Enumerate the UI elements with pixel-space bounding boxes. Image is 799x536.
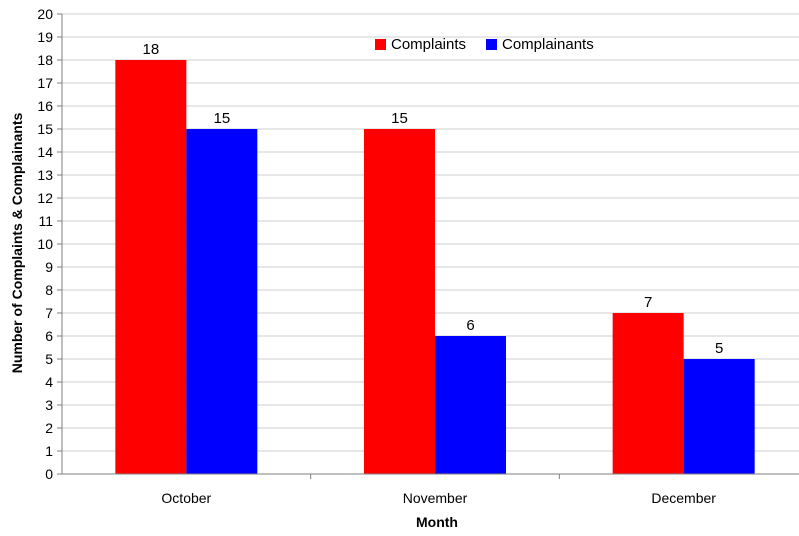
y-tick-label: 11 <box>38 213 53 229</box>
data-label: 15 <box>213 110 230 127</box>
y-tick-label: 12 <box>37 190 53 206</box>
y-tick-label: 4 <box>45 374 53 390</box>
data-label: 15 <box>391 110 408 127</box>
y-tick-label: 16 <box>37 98 53 114</box>
data-label: 5 <box>715 340 723 357</box>
x-tick-label: October <box>161 490 211 506</box>
x-tick-label: December <box>651 490 716 506</box>
bar-complaints-december <box>612 313 684 474</box>
bar-complainants-october <box>186 129 258 474</box>
y-tick-label: 3 <box>45 397 53 413</box>
y-tick-label: 14 <box>37 144 53 160</box>
data-label: 18 <box>142 41 159 58</box>
legend-label-complainants: Complainants <box>502 36 594 53</box>
y-tick-label: 5 <box>45 351 53 367</box>
y-tick-label: 0 <box>45 466 53 482</box>
bar-complainants-december <box>683 359 755 474</box>
y-tick-label: 7 <box>45 305 53 321</box>
legend-label-complaints: Complaints <box>391 36 466 53</box>
bar-complaints-october <box>115 60 187 474</box>
bar-complaints-november <box>364 129 435 474</box>
y-tick-label: 1 <box>45 443 53 459</box>
bars <box>115 60 755 474</box>
data-label: 6 <box>466 317 474 334</box>
data-labels: 18 15 15 6 7 5 <box>142 41 723 357</box>
y-tick-label: 6 <box>45 328 53 344</box>
y-tick-label: 10 <box>37 236 53 252</box>
bar-complainants-november <box>435 336 506 474</box>
legend: Complaints Complainants <box>375 36 594 53</box>
x-tick-label: November <box>403 490 468 506</box>
y-axis-title: Number of Complaints & Complainants <box>9 113 25 374</box>
y-tick-label: 8 <box>45 282 53 298</box>
x-axis-title: Month <box>416 514 458 530</box>
y-tick-label: 13 <box>37 167 53 183</box>
y-tick-label: 18 <box>37 52 53 68</box>
data-label: 7 <box>644 294 652 311</box>
y-tick-label: 19 <box>37 29 53 45</box>
y-tick-label: 17 <box>37 75 53 91</box>
legend-swatch-complainants <box>486 39 497 50</box>
y-tick-label: 15 <box>37 121 53 137</box>
legend-swatch-complaints <box>375 39 386 50</box>
y-tick-label: 2 <box>45 420 53 436</box>
y-tick-label: 20 <box>37 6 53 22</box>
y-tick-label: 9 <box>45 259 53 275</box>
